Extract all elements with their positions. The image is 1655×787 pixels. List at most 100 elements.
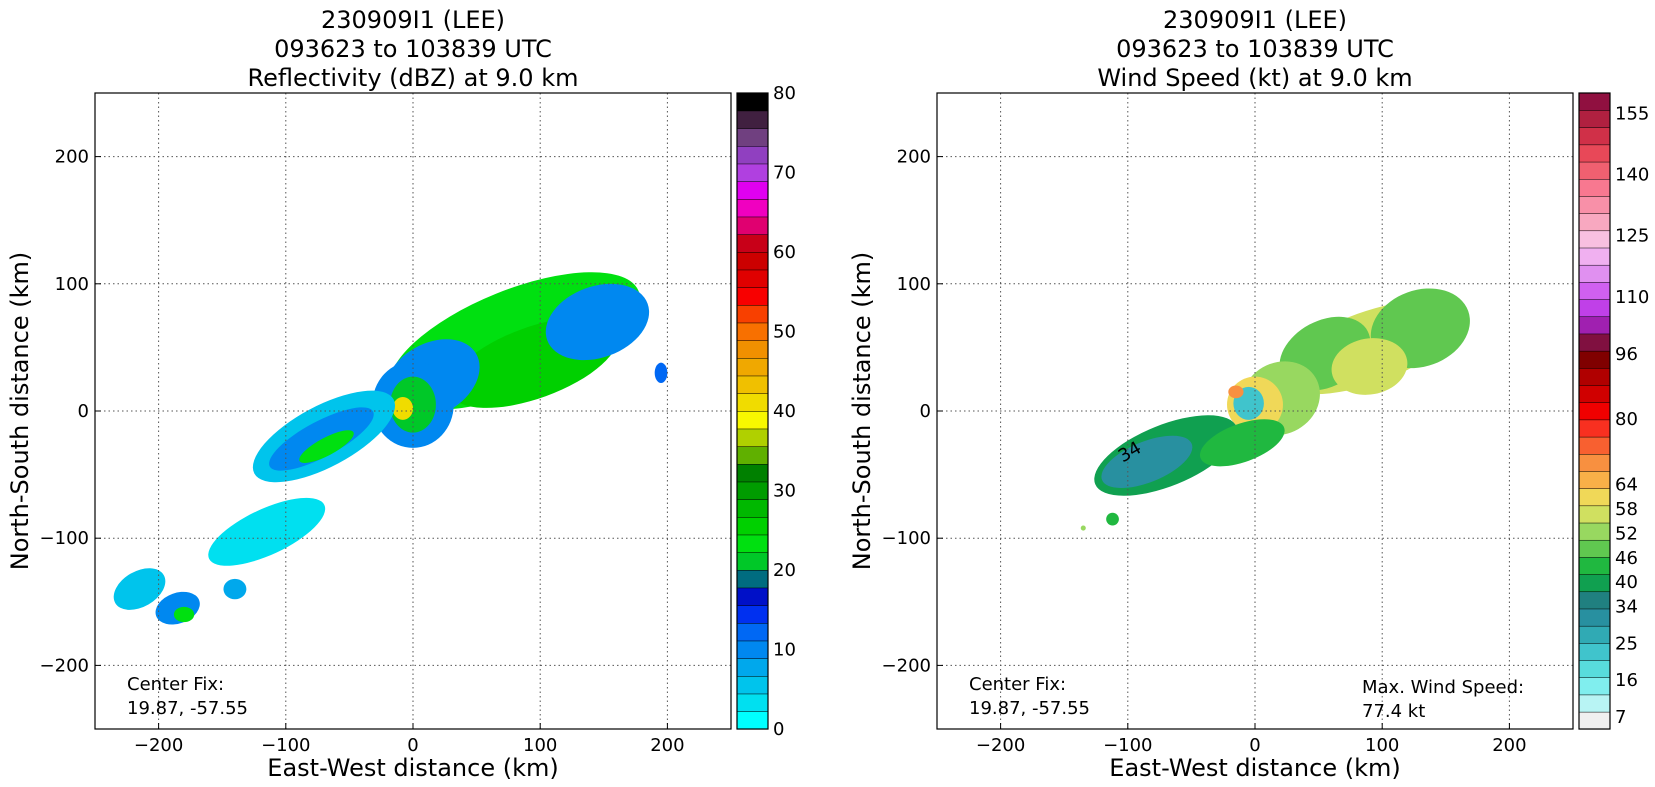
wind-colorbar: 7 16 25 34 40 46 52 58 64 80 96 110 125 140 155 [1578, 92, 1649, 730]
reflectivity-center-fix-value: 19.87, -57.55 [127, 698, 248, 719]
colorbar-swatch-22 [736, 322, 769, 341]
field-region-9 [299, 430, 354, 463]
colorbar-swatch-4 [736, 640, 769, 659]
wind-center-fix-value: 19.87, -57.55 [969, 698, 1090, 719]
y-tick-label-2: 0 [78, 401, 89, 422]
field-region-10 [1199, 419, 1285, 467]
colorbar-swatch-24 [1578, 299, 1611, 318]
wind-title-line-2: 093623 to 103839 UTC [1116, 35, 1394, 63]
reflectivity-ticks: −200 −100 0 100 200 −200 −100 0 100 200 [40, 147, 685, 756]
colorbar-swatch-7 [1578, 591, 1611, 610]
colorbar-swatch-5 [736, 622, 769, 642]
y-tick-label-3: 100 [55, 274, 89, 295]
colorbar-swatch-18 [1578, 402, 1611, 421]
colorbar-swatch-22 [1578, 333, 1611, 352]
field-region-11 [113, 568, 166, 610]
colorbar-swatch-30 [1578, 195, 1611, 214]
colorbar-frame [1578, 92, 1611, 730]
colorbar-swatch-12 [1578, 505, 1611, 524]
wind-y-axis-label: North-South distance (km) [848, 252, 876, 571]
field-region-9 [1101, 435, 1193, 489]
wind-center-fix-label: Center Fix: [969, 674, 1066, 695]
colorbar-tick-label-1: 16 [1615, 670, 1638, 691]
colorbar-swatch-8 [736, 569, 769, 589]
colorbar-swatch-27 [1578, 247, 1611, 266]
colorbar-tick-label-7: 70 [773, 163, 796, 184]
colorbar-tick-label-0: 0 [773, 719, 784, 740]
colorbar-tick-label-5: 50 [773, 322, 796, 343]
field-region-15 [654, 362, 668, 384]
colorbar-swatch-32 [1578, 161, 1611, 180]
colorbar-swatch-9 [1578, 556, 1611, 575]
colorbar-swatch-34 [1578, 127, 1611, 146]
colorbar-swatch-8 [1578, 574, 1611, 593]
colorbar-tick-label-6: 52 [1615, 523, 1638, 544]
colorbar-swatch-19 [1578, 384, 1611, 403]
colorbar-swatch-10 [736, 534, 769, 553]
y-tick-label-0: −200 [40, 655, 89, 676]
colorbar-swatch-18 [736, 393, 769, 412]
colorbar-tick-label-3: 34 [1615, 597, 1638, 618]
max-wind-label: Max. Wind Speed: [1362, 677, 1524, 698]
colorbar-swatch-13 [1578, 488, 1611, 507]
colorbar-swatch-28 [1578, 230, 1611, 249]
x-tick-label-1: −100 [261, 735, 310, 756]
colorbar-swatch-6 [736, 605, 769, 624]
colorbar-swatch-16 [1578, 436, 1611, 455]
y-tick-label-2: 0 [920, 401, 931, 422]
colorbar-swatch-7 [736, 587, 769, 606]
colorbar-swatch-12 [736, 499, 769, 518]
colorbar-swatch-16 [736, 428, 769, 447]
colorbar-tick-label-4: 40 [1615, 572, 1638, 593]
reflectivity-plot-area [113, 272, 668, 625]
max-wind-value: 77.4 kt [1362, 701, 1425, 722]
colorbar-swatch-15 [736, 446, 769, 465]
colorbar-swatch-29 [1578, 213, 1611, 232]
colorbar-swatch-34 [736, 110, 769, 129]
colorbar-tick-label-8: 64 [1615, 474, 1638, 495]
x-tick-label-4: 200 [1492, 735, 1526, 756]
colorbar-swatch-15 [1578, 453, 1611, 472]
wind-ticks: −200 −100 0 100 200 −200 −100 0 100 200 [882, 147, 1527, 756]
colorbar-tick-label-9: 80 [1615, 409, 1638, 430]
colorbar-swatch-2 [736, 675, 769, 695]
y-tick-label-3: 100 [897, 274, 931, 295]
colorbar-tick-label-6: 60 [773, 242, 796, 263]
colorbar-tick-label-1: 10 [773, 640, 796, 661]
x-tick-label-3: 100 [523, 735, 557, 756]
y-tick-label-4: 200 [55, 147, 89, 168]
colorbar-swatch-17 [736, 410, 769, 430]
colorbar-swatch-3 [1578, 659, 1611, 678]
colorbar-tick-label-5: 46 [1615, 548, 1638, 569]
reflectivity-panel: 230909I1 (LEE) 093623 to 103839 UTC Refl… [6, 6, 796, 782]
x-tick-label-3: 100 [1365, 735, 1399, 756]
colorbar-swatch-32 [736, 145, 769, 165]
reflectivity-title-line-3: Reflectivity (dBZ) at 9.0 km [248, 64, 579, 92]
colorbar-swatch-1 [1578, 694, 1611, 713]
colorbar-swatch-17 [1578, 419, 1611, 438]
colorbar-swatch-23 [1578, 316, 1611, 335]
field-region-10 [208, 497, 326, 566]
colorbar-tick-label-8: 80 [773, 83, 796, 104]
wind-title-line-3: Wind Speed (kt) at 9.0 km [1097, 64, 1412, 92]
colorbar-swatch-21 [1578, 350, 1611, 369]
field-region-7 [1228, 385, 1244, 399]
reflectivity-title-line-2: 093623 to 103839 UTC [274, 35, 552, 63]
colorbar-swatch-31 [1578, 178, 1611, 197]
colorbar-swatch-14 [1578, 470, 1611, 489]
colorbar-swatch-28 [736, 216, 769, 235]
colorbar-tick-label-12: 125 [1615, 226, 1649, 247]
x-tick-label-0: −200 [134, 735, 183, 756]
colorbar-swatch-4 [1578, 642, 1611, 661]
field-region-12 [1080, 525, 1086, 531]
colorbar-swatch-27 [736, 234, 769, 253]
colorbar-tick-label-2: 20 [773, 560, 796, 581]
colorbar-tick-label-13: 140 [1615, 165, 1649, 186]
wind-plot-area [1080, 288, 1470, 531]
colorbar-tick-label-11: 110 [1615, 287, 1649, 308]
colorbar-tick-label-4: 40 [773, 401, 796, 422]
colorbar-tick-label-7: 58 [1615, 499, 1638, 520]
y-tick-label-0: −200 [882, 655, 931, 676]
colorbar-swatch-11 [1578, 522, 1611, 541]
